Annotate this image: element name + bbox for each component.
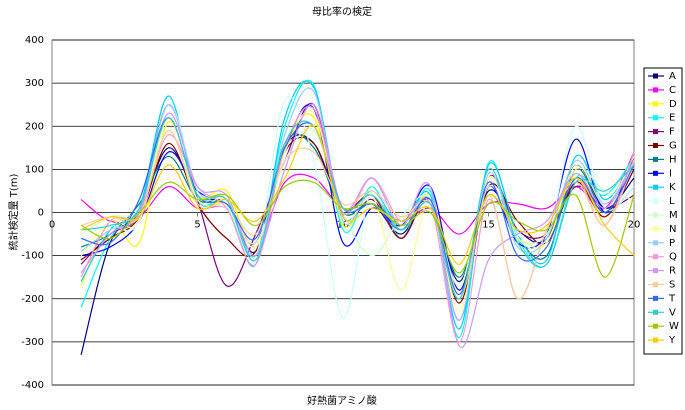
legend-marker	[653, 254, 658, 260]
y-tick-label: 100	[25, 164, 44, 175]
legend-marker	[653, 87, 658, 93]
chart-title: 母比率の検定	[312, 5, 372, 18]
series-line	[80, 133, 635, 278]
series-line	[80, 125, 635, 265]
legend-marker	[653, 115, 658, 121]
series-line	[80, 179, 635, 278]
legend-label: A	[669, 71, 676, 82]
series-line	[80, 129, 635, 300]
legend-marker	[653, 198, 658, 204]
y-tick-label: 0	[38, 208, 44, 219]
x-tick-label: 15	[482, 220, 495, 231]
legend-label: M	[669, 210, 678, 221]
legend-marker	[653, 170, 658, 176]
legend-label: Y	[668, 335, 676, 346]
x-tick-label: 20	[628, 220, 641, 231]
legend-label: F	[669, 127, 675, 138]
legend-marker	[653, 129, 658, 135]
legend-label: G	[669, 141, 677, 152]
y-tick-label: 200	[25, 121, 44, 132]
series-line	[80, 87, 635, 321]
legend-label: K	[669, 182, 676, 193]
legend-label: V	[669, 307, 676, 318]
x-tick-label: 5	[194, 220, 200, 231]
legend-marker	[653, 268, 658, 274]
legend-label: P	[669, 238, 675, 249]
y-axis-label: 統計検定量 T(m)	[7, 173, 20, 250]
legend-label: N	[669, 224, 676, 235]
y-tick-label: -400	[21, 380, 44, 391]
legend-label: Q	[669, 252, 677, 263]
legend-marker	[653, 184, 658, 190]
x-axis-label: 好熱菌アミノ酸	[307, 394, 377, 407]
y-tick-label: -100	[21, 251, 44, 262]
legend-label: E	[669, 113, 675, 124]
legend-marker	[653, 101, 658, 107]
legend-label: R	[669, 266, 676, 277]
y-tick-label: 400	[25, 35, 44, 46]
legend-label: T	[668, 293, 676, 304]
x-tick-label: 0	[49, 220, 55, 231]
legend-label: W	[669, 321, 679, 332]
legend-label: I	[669, 168, 672, 179]
y-tick-label: -300	[21, 337, 44, 348]
legend-marker	[653, 73, 658, 79]
legend-label: L	[669, 196, 675, 207]
legend-marker	[653, 240, 658, 246]
legend-marker	[653, 212, 658, 218]
legend-marker	[653, 226, 658, 232]
legend-marker	[653, 323, 658, 329]
legend-label: C	[669, 85, 676, 96]
legend-box	[643, 67, 683, 355]
legend-marker	[653, 309, 658, 315]
legend-label: D	[669, 99, 677, 110]
legend-marker	[653, 143, 658, 148]
legend-marker	[653, 295, 658, 301]
y-tick-label: 300	[25, 78, 44, 89]
legend-marker	[653, 337, 658, 343]
legend-label: S	[669, 280, 675, 291]
legend-marker	[653, 282, 658, 287]
legend-marker	[653, 156, 658, 162]
legend-label: H	[669, 154, 677, 165]
y-tick-label: -200	[21, 294, 44, 305]
